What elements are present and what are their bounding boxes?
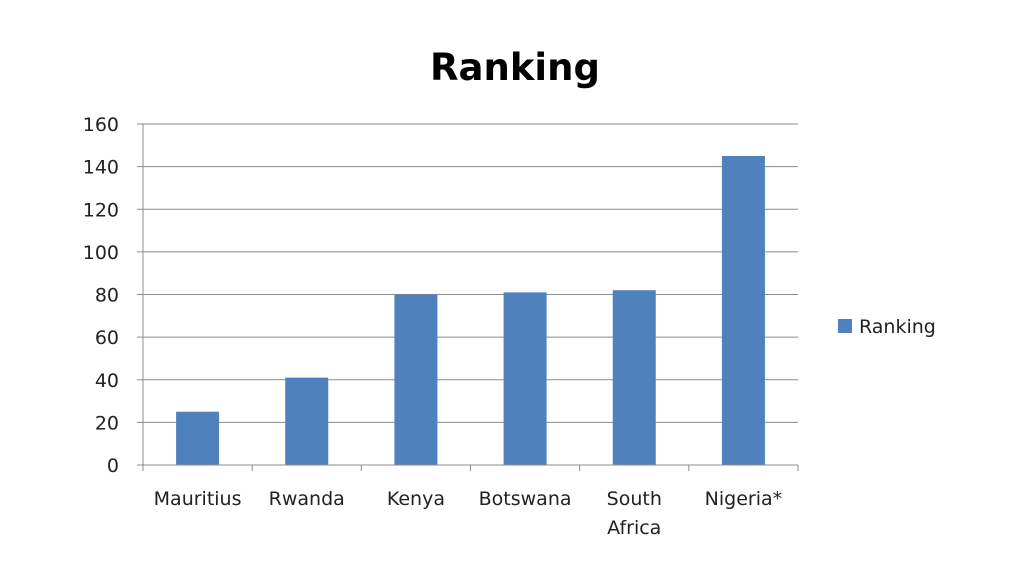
x-category-label-line: Nigeria*: [705, 488, 782, 510]
x-category-label-line: South: [607, 488, 662, 510]
y-tick-label: 120: [83, 199, 119, 221]
x-category-label: Mauritius: [154, 488, 242, 510]
y-axis-ticks: 0 20 40 60 80 100 120 140 160: [83, 114, 143, 477]
bar: [285, 377, 329, 465]
x-category-label-line: Rwanda: [269, 488, 345, 510]
y-tick-label: 60: [95, 327, 119, 349]
bar: [176, 411, 220, 465]
axes: [142, 124, 799, 471]
y-tick-label: 40: [95, 370, 119, 392]
y-tick-label: 100: [83, 242, 119, 264]
y-tick-label: 140: [83, 157, 119, 179]
bars: [176, 155, 765, 465]
chart-title: Ranking: [430, 46, 600, 89]
x-category-label: Kenya: [387, 488, 445, 510]
x-category-label-line: Kenya: [387, 488, 445, 510]
x-category-label-line: Mauritius: [154, 488, 242, 510]
x-category-label: Rwanda: [269, 488, 345, 510]
x-category-label: Botswana: [479, 488, 572, 510]
y-tick-label: 160: [83, 114, 119, 136]
legend: Ranking: [838, 316, 936, 338]
x-category-label: South Africa: [607, 488, 662, 539]
y-tick-label: 80: [95, 285, 119, 307]
bar: [394, 294, 438, 465]
x-category-label: Nigeria*: [705, 488, 782, 510]
y-tick-label: 20: [95, 412, 119, 434]
gridlines: [143, 123, 798, 423]
x-category-label-line: Africa: [607, 517, 661, 539]
y-tick-label: 0: [107, 455, 119, 477]
legend-label: Ranking: [859, 316, 936, 338]
bar: [721, 155, 765, 465]
x-axis-labels: Mauritius Rwanda Kenya Botswana South Africa N…: [154, 488, 782, 539]
x-category-label-line: Botswana: [479, 488, 572, 510]
bar: [503, 292, 547, 465]
legend-swatch: [838, 319, 852, 333]
bar: [612, 290, 656, 465]
